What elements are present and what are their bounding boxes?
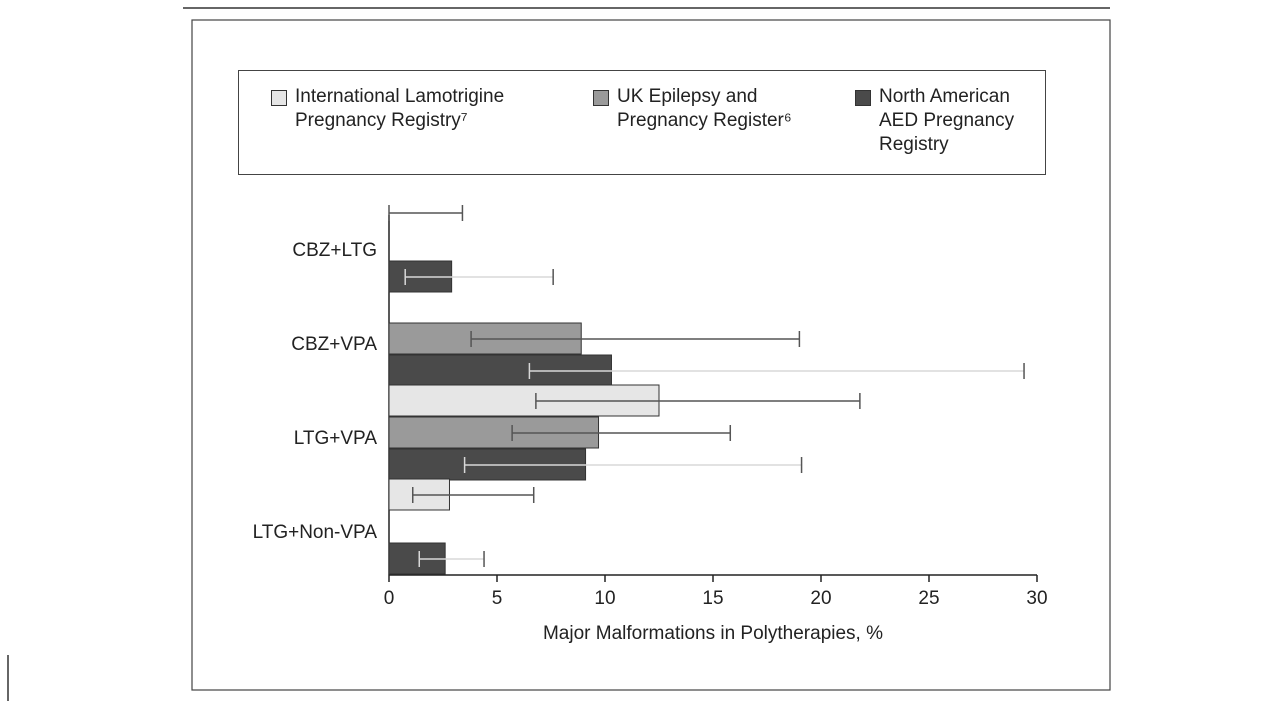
y-tick-label: CBZ+VPA bbox=[291, 334, 377, 355]
legend-label: North American AED Pregnancy Registry bbox=[879, 86, 1015, 155]
x-tick-label: 0 bbox=[384, 588, 395, 609]
legend-swatch bbox=[593, 90, 609, 106]
y-tick-label: LTG+Non-VPA bbox=[253, 522, 378, 543]
legend-item: North American AED Pregnancy Registry bbox=[855, 85, 1035, 174]
x-tick-label: 30 bbox=[1026, 588, 1047, 609]
x-tick-label: 10 bbox=[594, 588, 615, 609]
x-tick-label: 15 bbox=[702, 588, 723, 609]
y-tick-label: CBZ+LTG bbox=[292, 240, 377, 261]
legend: International Lamotrigine Pregnancy Regi… bbox=[238, 70, 1046, 175]
x-tick-label: 5 bbox=[492, 588, 503, 609]
legend-swatch bbox=[271, 90, 287, 106]
x-tick-label: 25 bbox=[918, 588, 939, 609]
legend-item: International Lamotrigine Pregnancy Regi… bbox=[271, 85, 551, 174]
y-tick-label: LTG+VPA bbox=[294, 428, 378, 449]
legend-swatch bbox=[855, 90, 871, 106]
legend-label: International Lamotrigine Pregnancy Regi… bbox=[295, 86, 505, 131]
chart-frame bbox=[191, 19, 1111, 691]
legend-label: UK Epilepsy and Pregnancy Register⁶ bbox=[617, 86, 792, 131]
x-tick-label: 20 bbox=[810, 588, 831, 609]
legend-item: UK Epilepsy and Pregnancy Register⁶ bbox=[593, 85, 813, 174]
x-axis-label: Major Malformations in Polytherapies, % bbox=[543, 623, 883, 644]
